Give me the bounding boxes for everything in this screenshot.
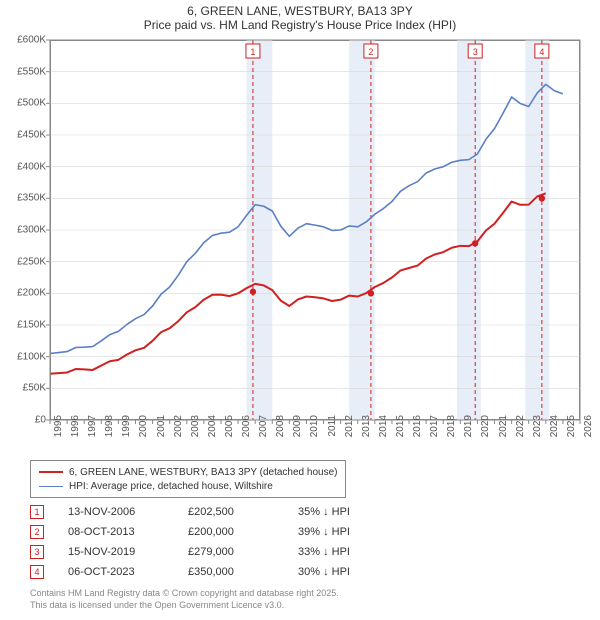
legend-item-hpi: HPI: Average price, detached house, Wilt… (39, 479, 337, 493)
sale-marker: 4 (30, 565, 44, 579)
x-tick-label: 2000 (138, 415, 149, 455)
legend-swatch-hpi (39, 486, 63, 487)
y-tick-label: £500K (17, 98, 46, 109)
sale-row: 3 15-NOV-2019£279,00033% ↓ HPI (30, 542, 408, 562)
y-tick-label: £100K (17, 351, 46, 362)
sale-diff: 35% ↓ HPI (298, 506, 408, 518)
sale-marker: 1 (30, 505, 44, 519)
x-tick-label: 2010 (309, 415, 320, 455)
x-tick-label: 2013 (361, 415, 372, 455)
svg-text:4: 4 (539, 47, 544, 57)
x-tick-label: 2012 (344, 415, 355, 455)
sale-marker: 3 (30, 545, 44, 559)
legend: 6, GREEN LANE, WESTBURY, BA13 3PY (detac… (30, 460, 346, 498)
x-tick-label: 2007 (258, 415, 269, 455)
x-tick-label: 2011 (327, 415, 338, 455)
page: 6, GREEN LANE, WESTBURY, BA13 3PY Price … (0, 0, 600, 620)
x-tick-label: 1998 (104, 415, 115, 455)
x-tick-label: 2005 (224, 415, 235, 455)
sale-row: 2 08-OCT-2013£200,00039% ↓ HPI (30, 522, 408, 542)
x-tick-label: 2020 (480, 415, 491, 455)
x-tick-label: 2023 (532, 415, 543, 455)
legend-swatch-paid (39, 471, 63, 473)
x-tick-label: 2001 (156, 415, 167, 455)
y-tick-label: £450K (17, 130, 46, 141)
x-tick-label: 2008 (275, 415, 286, 455)
x-tick-label: 1997 (87, 415, 98, 455)
legend-label-hpi: HPI: Average price, detached house, Wilt… (69, 481, 273, 492)
y-tick-label: £550K (17, 66, 46, 77)
sale-date: 15-NOV-2019 (68, 546, 188, 558)
sale-date: 06-OCT-2023 (68, 566, 188, 578)
y-tick-label: £600K (17, 35, 46, 46)
sale-row: 1 13-NOV-2006£202,50035% ↓ HPI (30, 502, 408, 522)
x-tick-label: 1999 (121, 415, 132, 455)
y-tick-label: £400K (17, 161, 46, 172)
sale-price: £279,000 (188, 546, 298, 558)
sales-table: 1 13-NOV-2006£202,50035% ↓ HPI 2 08-OCT-201… (30, 502, 408, 582)
x-tick-label: 2004 (207, 415, 218, 455)
y-tick-label: £350K (17, 193, 46, 204)
footer-line2: This data is licensed under the Open Gov… (30, 600, 339, 612)
x-tick-label: 2019 (463, 415, 474, 455)
x-tick-label: 2024 (549, 415, 560, 455)
x-tick-label: 2009 (292, 415, 303, 455)
sale-row: 4 06-OCT-2023£350,00030% ↓ HPI (30, 562, 408, 582)
x-tick-label: 2016 (412, 415, 423, 455)
y-tick-label: £200K (17, 288, 46, 299)
legend-label-paid: 6, GREEN LANE, WESTBURY, BA13 3PY (detac… (69, 467, 337, 478)
x-tick-label: 1995 (53, 415, 64, 455)
y-tick-label: £50K (23, 383, 46, 394)
svg-text:3: 3 (473, 47, 478, 57)
y-tick-label: £150K (17, 320, 46, 331)
legend-item-paid: 6, GREEN LANE, WESTBURY, BA13 3PY (detac… (39, 465, 337, 479)
sale-diff: 30% ↓ HPI (298, 566, 408, 578)
x-tick-label: 2002 (173, 415, 184, 455)
y-tick-label: £0 (35, 415, 46, 426)
footer-line1: Contains HM Land Registry data © Crown c… (30, 588, 339, 600)
x-tick-label: 2015 (395, 415, 406, 455)
sale-price: £350,000 (188, 566, 298, 578)
x-tick-label: 2021 (498, 415, 509, 455)
x-tick-label: 2006 (241, 415, 252, 455)
sale-price: £200,000 (188, 526, 298, 538)
sale-diff: 39% ↓ HPI (298, 526, 408, 538)
svg-text:2: 2 (368, 47, 373, 57)
svg-text:1: 1 (250, 47, 255, 57)
x-tick-label: 2025 (566, 415, 577, 455)
x-tick-label: 2017 (429, 415, 440, 455)
sale-marker: 2 (30, 525, 44, 539)
sale-date: 08-OCT-2013 (68, 526, 188, 538)
footer: Contains HM Land Registry data © Crown c… (30, 588, 339, 611)
sale-date: 13-NOV-2006 (68, 506, 188, 518)
y-tick-label: £250K (17, 256, 46, 267)
x-tick-label: 2018 (446, 415, 457, 455)
x-tick-label: 1996 (70, 415, 81, 455)
sale-price: £202,500 (188, 506, 298, 518)
x-tick-label: 2003 (190, 415, 201, 455)
x-tick-label: 2026 (583, 415, 594, 455)
x-tick-label: 2022 (515, 415, 526, 455)
y-tick-label: £300K (17, 225, 46, 236)
sale-diff: 33% ↓ HPI (298, 546, 408, 558)
x-tick-label: 2014 (378, 415, 389, 455)
